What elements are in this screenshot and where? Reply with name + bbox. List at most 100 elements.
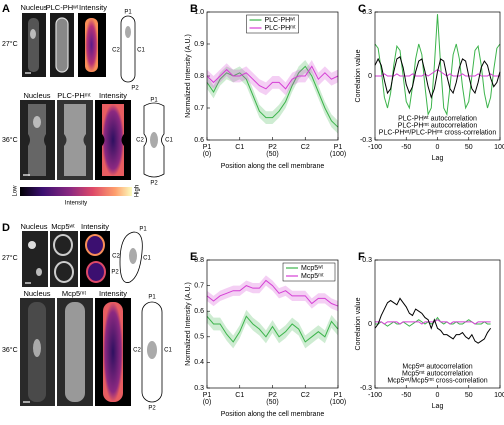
- x-tick-note: (0): [203, 151, 212, 158]
- y-tick-label: 1.0: [194, 9, 204, 16]
- x-tick-label: 50: [465, 144, 473, 151]
- x-tick-label: 100: [494, 392, 504, 399]
- column-header: Mcp5ʷᵗ: [51, 222, 75, 231]
- column-header: Nucleus: [23, 289, 50, 298]
- x-tick-label: C2: [301, 392, 310, 399]
- legend-label: Mcp5ᵐᵗ autocorrelation: [402, 370, 473, 377]
- error-band: [207, 309, 338, 349]
- y-tick-label: 0.8: [194, 257, 204, 264]
- diagram-label: P2: [150, 181, 158, 187]
- column-header: Intensity: [99, 289, 127, 298]
- y-axis-label: Correlation value: [355, 297, 362, 350]
- column-header: Intensity: [81, 222, 109, 231]
- cell-diagram: [141, 301, 163, 403]
- x-tick-label: 50: [465, 392, 473, 399]
- legend-label: PLC-PHʷᵗ/PLC-PHᵐᵗ cross-correlation: [379, 129, 497, 136]
- y-tick-label: 0.8: [194, 73, 204, 80]
- panel-label: A: [2, 3, 10, 15]
- series-line: [374, 14, 501, 117]
- diagram-label: P2: [131, 86, 139, 92]
- diagram-label: C2: [133, 348, 141, 354]
- x-axis-label: Lag: [432, 403, 444, 410]
- y-axis-label: Normalized Intensity (A.U.): [185, 34, 192, 118]
- y-tick-label: 0.9: [194, 41, 204, 48]
- diagram-label: P1: [124, 10, 132, 16]
- y-tick-label: 0.6: [194, 308, 204, 315]
- column-header: PLC-PHʷᵗ: [46, 3, 79, 12]
- x-tick-note: (50): [266, 151, 278, 158]
- column-header: Intensity: [79, 3, 107, 12]
- column-header: Mcp5ᵐᵗ: [62, 289, 87, 298]
- temperature: 27°C: [2, 254, 18, 262]
- y-tick-label: 0.3: [362, 257, 372, 264]
- legend-label: Mcp5ᵐᵗ: [301, 273, 324, 280]
- x-tick-note: (0): [203, 399, 212, 406]
- diagram-label: P1: [150, 98, 158, 104]
- cell-diagram: [120, 15, 136, 83]
- colorbar-high: High: [135, 185, 141, 197]
- y-tick-label: -0.3: [360, 385, 372, 392]
- colorbar: [20, 187, 132, 196]
- x-tick-note: (50): [266, 399, 278, 406]
- column-header: Nucleus: [23, 91, 50, 100]
- y-axis-label: Correlation value: [355, 49, 362, 102]
- diagram-label: C2: [136, 138, 144, 144]
- colorbar-label: Intensity: [65, 201, 87, 207]
- series-line: [206, 65, 339, 128]
- x-tick-label: C1: [235, 392, 244, 399]
- micrograph: [22, 231, 110, 287]
- error-band: [207, 60, 338, 96]
- legend-label: Mcp5ʷᵗ: [301, 265, 323, 272]
- micrograph: [20, 298, 131, 406]
- y-tick-label: 0.3: [194, 385, 204, 392]
- diagram-label: C1: [165, 138, 173, 144]
- panel-label: D: [2, 222, 10, 234]
- y-axis-label: Normalized Intensity (A.U.): [185, 282, 192, 366]
- legend-label: Mcp5ʷᵗ/Mcp5ᵐᵗ cross-correlation: [387, 377, 487, 384]
- x-tick-note: (100): [330, 151, 346, 158]
- plot-frame: [374, 11, 501, 141]
- y-tick-label: 0.6: [194, 137, 204, 144]
- plot-frame: [206, 259, 339, 389]
- x-tick-label: P1: [203, 392, 212, 399]
- diagram-label: C1: [164, 348, 172, 354]
- panel-label: C: [358, 3, 366, 15]
- x-axis-label: Position along the cell membrane: [221, 163, 325, 170]
- x-tick-label: -100: [368, 392, 382, 399]
- micrograph: [22, 13, 106, 77]
- x-tick-label: P2: [268, 144, 277, 151]
- x-tick-label: 0: [436, 392, 440, 399]
- x-tick-label: -100: [368, 144, 382, 151]
- series-line: [206, 279, 339, 307]
- column-header: Nucleus: [20, 3, 47, 12]
- y-tick-label: -0.3: [360, 137, 372, 144]
- plot-frame: [374, 259, 501, 389]
- x-tick-label: P1: [203, 144, 212, 151]
- diagram-label: P1: [139, 227, 147, 233]
- column-header: Nucleus: [20, 222, 47, 231]
- panel-label: B: [190, 3, 198, 15]
- x-tick-label: 0: [436, 144, 440, 151]
- y-tick-label: 0.7: [194, 105, 204, 112]
- cell-diagram: [143, 102, 165, 178]
- temperature: 36°C: [2, 346, 18, 354]
- legend-label: PLC-PHʷᵗ autocorrelation: [398, 115, 477, 122]
- error-band: [207, 60, 338, 134]
- x-tick-label: P1: [334, 144, 343, 151]
- x-tick-label: P2: [268, 392, 277, 399]
- column-header: PLC-PHᵐᵗ: [57, 91, 91, 100]
- series-line: [374, 297, 492, 344]
- x-axis-label: Lag: [432, 155, 444, 162]
- x-tick-label: C2: [301, 144, 310, 151]
- panel-label: F: [358, 251, 365, 263]
- diagram-label: P1: [148, 295, 156, 301]
- diagram-label: C2: [112, 48, 120, 54]
- x-tick-note: (100): [330, 399, 346, 406]
- y-tick-label: 0: [368, 321, 372, 328]
- diagram-label: P2: [111, 270, 119, 276]
- y-tick-label: 0.3: [362, 9, 372, 16]
- y-tick-label: 0.4: [194, 359, 204, 366]
- series-line: [206, 315, 339, 343]
- error-band: [207, 275, 338, 312]
